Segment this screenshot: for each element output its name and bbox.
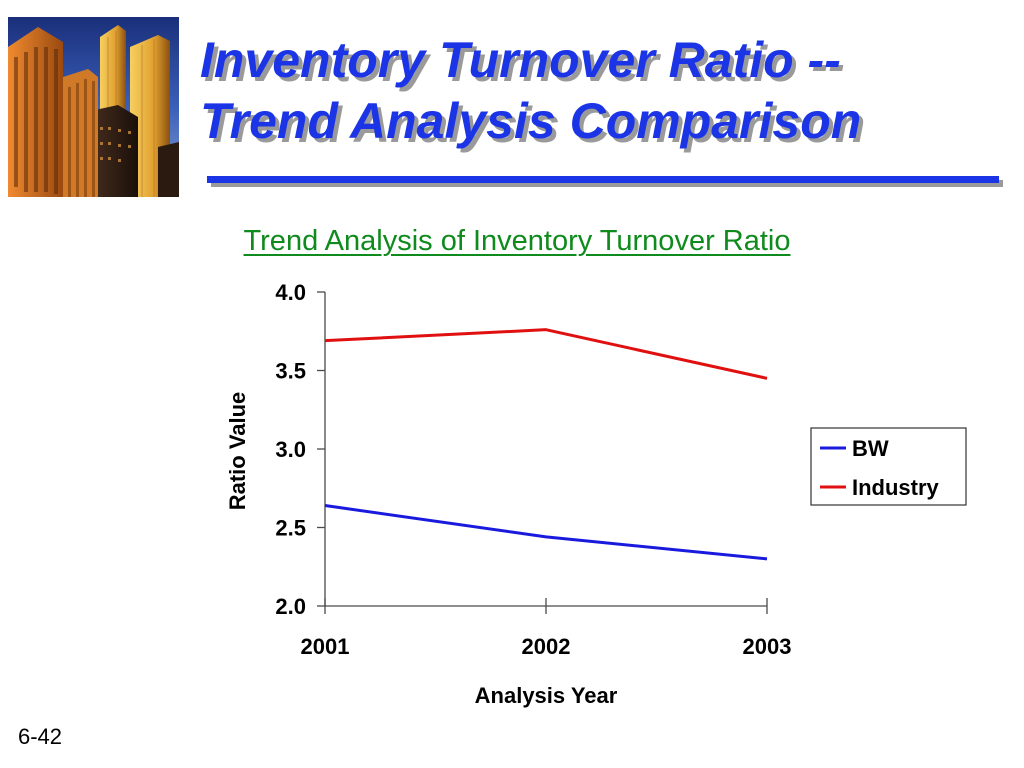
y-tick-label: 3.0 xyxy=(275,437,306,462)
chart-axes: 2.0 2.5 3.0 3.5 4.0 2001 2002 2003 xyxy=(275,280,791,659)
y-tick-label: 3.5 xyxy=(275,359,306,384)
chart-legend: BW Industry xyxy=(810,427,967,506)
x-tick-label: 2001 xyxy=(301,634,350,659)
series-line-industry xyxy=(324,328,768,380)
series-line-bw xyxy=(324,504,768,561)
x-axis-title: Analysis Year xyxy=(475,683,618,708)
slide-title: Inventory Turnover Ratio -- Trend Analys… xyxy=(200,30,1010,152)
x-tick-label: 2003 xyxy=(743,634,792,659)
chart-title: Trend Analysis of Inventory Turnover Rat… xyxy=(243,225,791,257)
city-skyscrapers-photo xyxy=(8,17,179,197)
slide-title-line1: Inventory Turnover Ratio -- xyxy=(200,32,841,88)
legend-box xyxy=(810,427,967,506)
chart-series xyxy=(324,328,768,561)
legend-label-industry: Industry xyxy=(852,475,940,500)
slide-title-line2: Trend Analysis Comparison xyxy=(200,93,862,149)
y-tick-label: 2.5 xyxy=(275,516,306,541)
legend-label-bw: BW xyxy=(852,436,889,461)
title-underline-rule xyxy=(207,176,999,183)
city-skyscrapers-image xyxy=(8,17,179,197)
y-tick-label: 2.0 xyxy=(275,594,306,619)
slide-number: 6-42 xyxy=(18,724,63,749)
x-tick-label: 2002 xyxy=(522,634,571,659)
y-tick-label: 4.0 xyxy=(275,280,306,305)
y-axis-title: Ratio Value xyxy=(225,392,250,511)
